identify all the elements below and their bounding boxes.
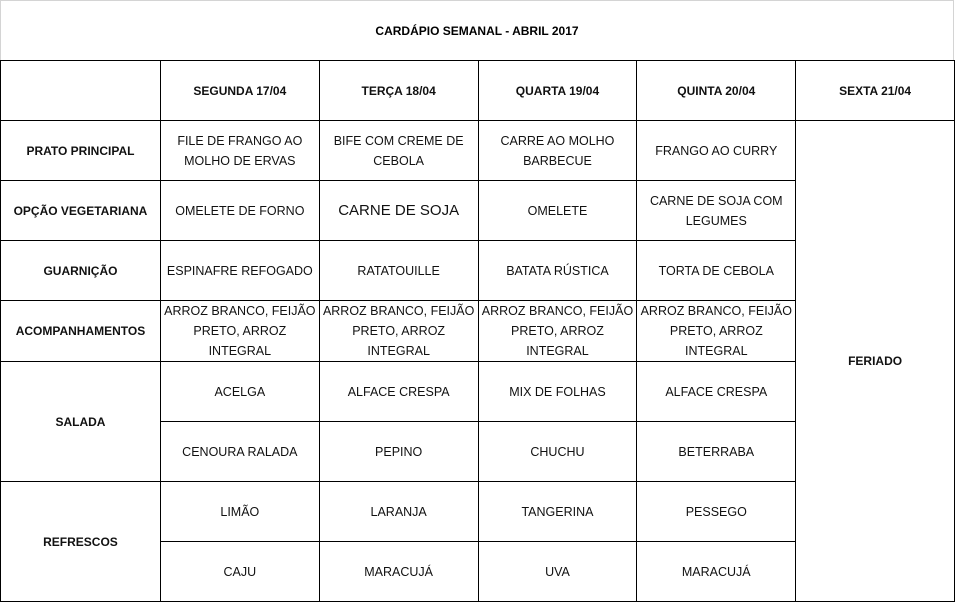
header-row: SEGUNDA 17/04 TERÇA 18/04 QUARTA 19/04 Q… xyxy=(0,60,955,121)
menu-cell: ARROZ BRANCO, FEIJÃO PRETO, ARROZ INTEGR… xyxy=(636,300,797,362)
menu-title: CARDÁPIO SEMANAL - ABRIL 2017 xyxy=(0,0,954,60)
menu-cell: FRANGO AO CURRY xyxy=(636,120,797,181)
weekly-menu-table: SEGUNDA 17/04 TERÇA 18/04 QUARTA 19/04 Q… xyxy=(0,60,955,602)
menu-cell: BIFE COM CREME DE CEBOLA xyxy=(318,120,479,181)
menu-cell: ALFACE CRESPA xyxy=(636,361,797,422)
table-row: CENOURA RALADA PEPINO CHUCHU BETERRABA xyxy=(1,421,955,482)
menu-cell: OMELETE DE FORNO xyxy=(159,180,320,241)
menu-cell: CARNE DE SOJA COM LEGUMES xyxy=(636,180,797,241)
menu-cell: ALFACE CRESPA xyxy=(318,361,479,422)
row-label: REFRESCOS xyxy=(0,481,161,602)
menu-cell: ARROZ BRANCO, FEIJÃO PRETO, ARROZ INTEGR… xyxy=(477,300,638,362)
day-header: SEGUNDA 17/04 xyxy=(159,60,320,121)
menu-cell: PEPINO xyxy=(318,421,479,482)
menu-cell: TANGERINA xyxy=(477,481,638,542)
day-header: SEXTA 21/04 xyxy=(795,60,955,121)
menu-cell: RATATOUILLE xyxy=(318,240,479,301)
menu-cell: CARRE AO MOLHO BARBECUE xyxy=(477,120,638,181)
menu-cell: ACELGA xyxy=(159,361,320,422)
holiday-cell: FERIADO xyxy=(795,120,955,602)
menu-cell: MIX DE FOLHAS xyxy=(477,361,638,422)
table-row: ACOMPANHAMENTOS ARROZ BRANCO, FEIJÃO PRE… xyxy=(0,300,955,362)
menu-cell: ARROZ BRANCO, FEIJÃO PRETO, ARROZ INTEGR… xyxy=(159,300,320,362)
menu-cell: CARNE DE SOJA xyxy=(318,180,479,241)
menu-cell: CHUCHU xyxy=(477,421,638,482)
day-header: QUARTA 19/04 xyxy=(477,60,638,121)
menu-cell: BATATA RÚSTICA xyxy=(477,240,638,301)
corner-cell xyxy=(0,60,161,121)
menu-cell: CAJU xyxy=(159,541,320,602)
row-label: ACOMPANHAMENTOS xyxy=(0,300,161,362)
day-header: QUINTA 20/04 xyxy=(636,60,797,121)
table-row: CAJU MARACUJÁ UVA MARACUJÁ xyxy=(1,541,955,602)
table-row: SALADA ACELGA ALFACE CRESPA MIX DE FOLHA… xyxy=(0,361,955,482)
row-label: OPÇÃO VEGETARIANA xyxy=(0,180,161,241)
row-label: GUARNIÇÃO xyxy=(0,240,161,301)
menu-cell: OMELETE xyxy=(477,180,638,241)
table-row: OPÇÃO VEGETARIANA OMELETE DE FORNO CARNE… xyxy=(0,180,955,241)
menu-cell: LARANJA xyxy=(318,481,479,542)
row-label: PRATO PRINCIPAL xyxy=(0,120,161,181)
menu-cell: ESPINAFRE REFOGADO xyxy=(159,240,320,301)
menu-cell: MARACUJÁ xyxy=(318,541,479,602)
menu-cell: UVA xyxy=(477,541,638,602)
menu-cell: TORTA DE CEBOLA xyxy=(636,240,797,301)
menu-cell: CENOURA RALADA xyxy=(159,421,320,482)
menu-cell: BETERRABA xyxy=(636,421,797,482)
day-header: TERÇA 18/04 xyxy=(318,60,479,121)
table-row: GUARNIÇÃO ESPINAFRE REFOGADO RATATOUILLE… xyxy=(0,240,955,301)
menu-cell: PESSEGO xyxy=(636,481,797,542)
row-label: SALADA xyxy=(0,361,161,482)
menu-cell: LIMÃO xyxy=(159,481,320,542)
menu-cell: FILE DE FRANGO AO MOLHO DE ERVAS xyxy=(159,120,320,181)
menu-cell: ARROZ BRANCO, FEIJÃO PRETO, ARROZ INTEGR… xyxy=(318,300,479,362)
menu-cell: MARACUJÁ xyxy=(636,541,797,602)
table-row: PRATO PRINCIPAL FILE DE FRANGO AO MOLHO … xyxy=(0,120,955,602)
